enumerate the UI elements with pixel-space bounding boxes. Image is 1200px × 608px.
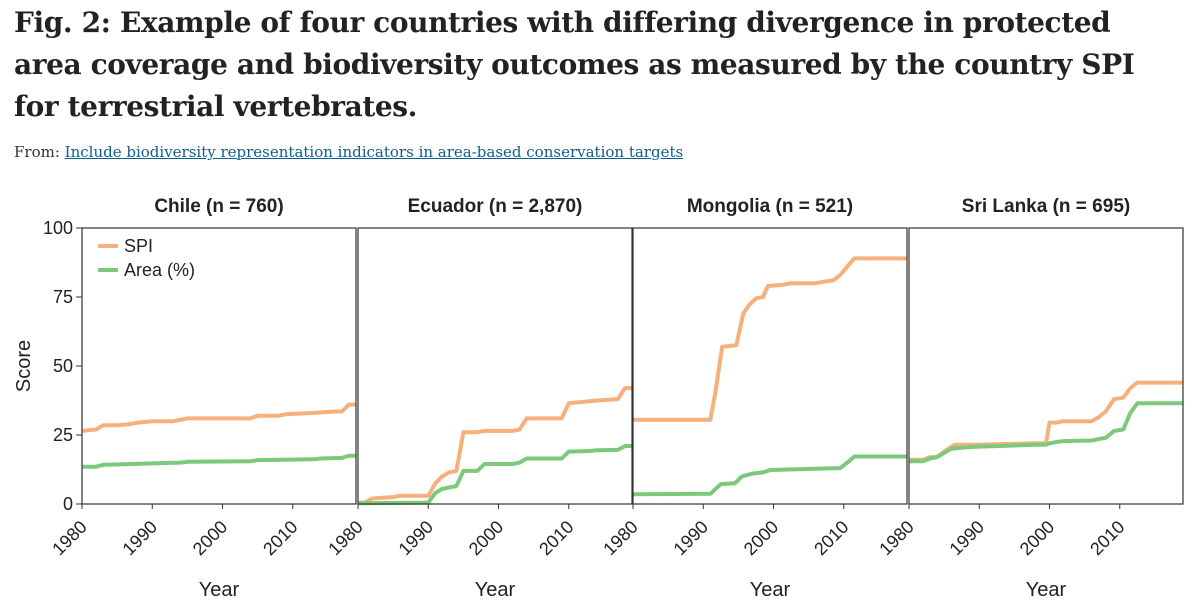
area-line bbox=[357, 444, 632, 506]
x-tick-label: 2000 bbox=[189, 517, 231, 559]
x-axis-label: Year bbox=[1026, 579, 1067, 601]
x-tick-label: 1990 bbox=[395, 517, 437, 559]
y-tick-label: 100 bbox=[43, 218, 73, 238]
panel-title: Sri Lanka (n = 695) bbox=[962, 196, 1130, 217]
x-tick-label: 1980 bbox=[324, 517, 366, 559]
x-tick-label: 1980 bbox=[875, 517, 917, 559]
panel-frame bbox=[632, 227, 908, 505]
x-tick-label: 2010 bbox=[259, 517, 301, 559]
panel-title: Chile (n = 760) bbox=[154, 196, 283, 217]
area-line bbox=[82, 453, 356, 469]
x-tick-label: 2010 bbox=[1086, 517, 1128, 559]
y-tick-label: 25 bbox=[53, 425, 73, 445]
x-tick-label: 1990 bbox=[946, 517, 988, 559]
spi-line bbox=[81, 402, 356, 433]
spi-line bbox=[358, 386, 632, 505]
source-line: From: Include biodiversity representatio… bbox=[14, 143, 683, 161]
source-article-link[interactable]: Include biodiversity representation indi… bbox=[64, 143, 684, 161]
y-tick-label: 75 bbox=[53, 287, 73, 307]
area-line bbox=[909, 401, 1183, 464]
legend-label: SPI bbox=[124, 236, 153, 256]
area-line bbox=[632, 454, 907, 497]
figure-title: Fig. 2: Example of four countries with d… bbox=[14, 6, 1135, 123]
panel-title: Ecuador (n = 2,870) bbox=[408, 196, 583, 217]
x-axis-label: Year bbox=[750, 579, 791, 601]
y-tick-label: 50 bbox=[53, 356, 73, 376]
x-tick-label: 2000 bbox=[465, 517, 507, 559]
legend-label: Area (%) bbox=[124, 260, 195, 280]
x-tick-label: 1990 bbox=[119, 517, 161, 559]
spi-line bbox=[633, 256, 907, 422]
panel-frame bbox=[908, 227, 1184, 505]
multi-panel-line-chart: Chile (n = 760) 1980 1990 2000 2010 Year Ecuad… bbox=[13, 196, 1184, 601]
x-tick-label: 1990 bbox=[670, 517, 712, 559]
x-tick-label: 1980 bbox=[48, 517, 90, 559]
x-tick-label: 2000 bbox=[1016, 517, 1058, 559]
x-tick-label: 2010 bbox=[535, 517, 577, 559]
x-axis-label: Year bbox=[475, 579, 516, 601]
x-tick-label: 2000 bbox=[740, 517, 782, 559]
y-axis-label: Score bbox=[13, 340, 35, 392]
panel-frame bbox=[357, 227, 633, 505]
from-label: From: bbox=[14, 143, 60, 161]
panel-title: Mongolia (n = 521) bbox=[687, 196, 853, 217]
x-tick-label: 1980 bbox=[599, 517, 641, 559]
y-tick-label: 0 bbox=[63, 494, 73, 514]
x-tick-label: 2010 bbox=[810, 517, 852, 559]
x-axis-label: Year bbox=[199, 579, 240, 601]
